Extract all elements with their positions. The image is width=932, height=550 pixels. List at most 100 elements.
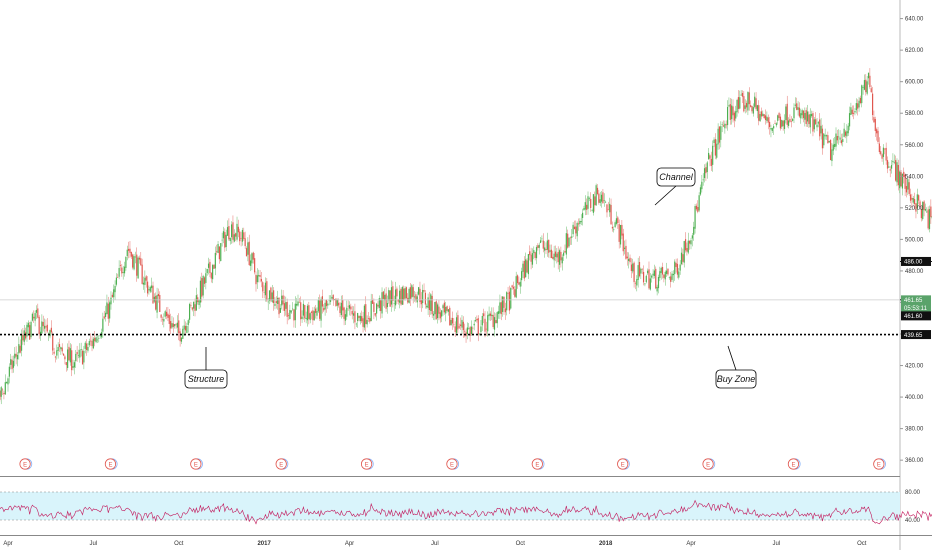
x-tick-label: Oct xyxy=(857,541,867,547)
candle-body xyxy=(848,113,851,127)
candle-body xyxy=(701,181,703,190)
y-axis: 360.00380.00400.00420.00440.00460.00480.… xyxy=(900,17,924,464)
candle-body xyxy=(497,311,500,314)
candle-body xyxy=(785,106,787,121)
candle-body xyxy=(329,299,332,302)
candle-body xyxy=(431,295,433,315)
candle-body xyxy=(563,252,565,256)
candle-body xyxy=(568,237,570,247)
candle-body xyxy=(160,314,162,318)
candle-body xyxy=(703,168,706,179)
candle-body xyxy=(623,247,626,249)
candle-body xyxy=(430,294,432,312)
candle-body xyxy=(453,324,455,326)
candle-body xyxy=(804,112,806,120)
candle-body xyxy=(754,96,756,107)
candle-body xyxy=(231,224,233,238)
candle-body xyxy=(762,113,764,117)
earnings-label: E xyxy=(450,462,454,468)
candle-body xyxy=(908,182,910,194)
rsi-band xyxy=(0,492,900,520)
candle-body xyxy=(130,251,132,257)
candle-body xyxy=(675,262,677,267)
earnings-marker: E xyxy=(873,458,886,470)
candle-body xyxy=(806,111,809,122)
candle-body xyxy=(901,173,904,189)
candle-body xyxy=(805,110,807,124)
candle-body xyxy=(521,271,523,281)
candle-body xyxy=(670,276,672,282)
candle-body xyxy=(271,292,273,302)
drawings-layer xyxy=(0,261,932,336)
candle-body xyxy=(745,102,748,108)
candle-body xyxy=(42,322,44,327)
candle-body xyxy=(336,299,338,306)
candle-body xyxy=(519,281,521,287)
candle-body xyxy=(194,304,196,311)
candle-body xyxy=(340,302,342,316)
candle-body xyxy=(134,256,136,258)
candle-body xyxy=(539,240,542,243)
candle-body xyxy=(279,307,281,313)
candle-body xyxy=(347,305,349,307)
candle-body xyxy=(224,232,226,248)
candle-body xyxy=(525,259,527,278)
candle-body xyxy=(847,125,849,134)
candle-body xyxy=(114,285,116,293)
y-tick-label: 380.00 xyxy=(905,427,924,433)
candle-body xyxy=(428,299,431,310)
candle-body xyxy=(392,286,394,302)
candle-body xyxy=(461,319,463,328)
candle-body xyxy=(164,311,166,317)
candle-body xyxy=(766,116,768,121)
candle-body xyxy=(85,343,88,350)
candle-body xyxy=(605,201,607,203)
candle-body xyxy=(534,252,536,258)
candle-body xyxy=(412,287,414,297)
candle-body xyxy=(277,297,279,304)
candle-body xyxy=(376,303,378,314)
candle-body xyxy=(552,256,554,259)
candle-body xyxy=(149,287,151,292)
candle-body xyxy=(880,151,882,155)
candle-body xyxy=(834,143,836,147)
y-tick-label: 620.00 xyxy=(905,48,924,54)
candle-body xyxy=(53,351,55,354)
candle-body xyxy=(588,198,590,199)
candle-body xyxy=(592,194,595,213)
candle-body xyxy=(167,313,169,318)
candle-body xyxy=(218,246,221,260)
candle-body xyxy=(755,98,757,109)
candle-body xyxy=(577,223,580,225)
earnings-label: E xyxy=(279,462,283,468)
candle-body xyxy=(111,294,113,298)
candle-body xyxy=(3,392,5,395)
candle-body xyxy=(422,289,424,304)
candle-body xyxy=(466,327,468,335)
price-badge-label: 461.60 xyxy=(904,314,923,320)
y-tick-label: 600.00 xyxy=(905,80,924,86)
candle-body xyxy=(558,250,561,265)
candle-body xyxy=(416,296,418,303)
candle-body xyxy=(693,226,695,235)
candle-body xyxy=(905,186,908,193)
candle-body xyxy=(331,296,333,299)
candle-body xyxy=(91,340,93,347)
price-badge: 486.00 xyxy=(901,256,931,266)
candle-body xyxy=(309,313,311,321)
earnings-label: E xyxy=(108,462,112,468)
candle-body xyxy=(722,125,725,127)
candle-body xyxy=(232,222,234,240)
candle-body xyxy=(634,282,637,284)
candle-body xyxy=(516,275,519,284)
candle-body xyxy=(313,311,315,321)
candle-body xyxy=(297,301,299,306)
buy-zone-callout-box xyxy=(715,369,757,389)
candle-body xyxy=(7,378,9,385)
candle-body xyxy=(777,115,779,121)
candle-body xyxy=(206,268,208,274)
candle-body xyxy=(141,264,143,284)
candle-body xyxy=(773,126,775,129)
candle-body xyxy=(434,301,436,315)
candle-body xyxy=(522,263,524,272)
